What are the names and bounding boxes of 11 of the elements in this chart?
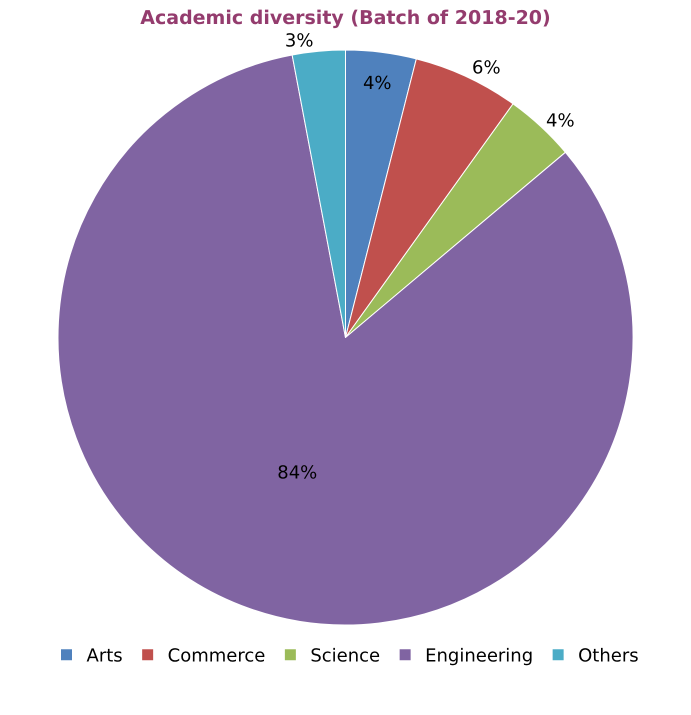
legend-label: Others xyxy=(578,646,639,667)
data-label: 6% xyxy=(472,58,501,79)
data-label: 4% xyxy=(362,73,392,94)
legend-label: Science xyxy=(310,646,380,667)
chart-title: Academic diversity (Batch of 2018-20) xyxy=(140,7,551,30)
data-label: 3% xyxy=(284,30,314,52)
data-label: 4% xyxy=(546,110,575,132)
legend-label: Engineering xyxy=(425,646,534,667)
data-label: 84% xyxy=(277,462,318,484)
legend-label: Commerce xyxy=(168,646,266,667)
legend-label: Arts xyxy=(86,646,123,667)
